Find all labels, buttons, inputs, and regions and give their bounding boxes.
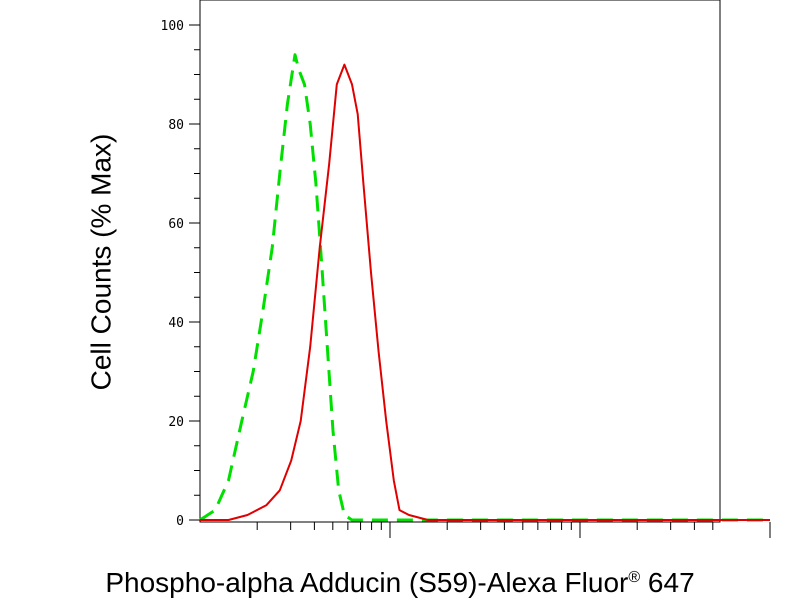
x-axis-label: Phospho-alpha Adducin (S59)-Alexa Fluor®… (105, 567, 694, 598)
y-tick-label: 20 (168, 415, 184, 430)
x-axis-label-main: Phospho-alpha Adducin (S59)-Alexa Fluor (105, 567, 628, 598)
sample-histogram-line (200, 63, 770, 521)
y-axis: 0 20 40 60 80 100 (161, 19, 200, 529)
y-tick-label: 100 (161, 19, 184, 34)
y-tick-label: 80 (168, 118, 184, 133)
y-tick-label: 60 (168, 217, 184, 232)
y-tick-label: 40 (168, 316, 184, 331)
y-axis-label: Cell Counts (% Max) (85, 134, 116, 391)
series-layer (199, 53, 770, 522)
x-axis-label-suffix: 647 (640, 567, 695, 598)
x-axis-label-superscript: ® (628, 569, 640, 586)
control-histogram-line (199, 53, 770, 522)
y-tick-label: 0 (176, 514, 184, 529)
x-axis (256, 522, 771, 538)
plot-frame (199, 0, 721, 523)
